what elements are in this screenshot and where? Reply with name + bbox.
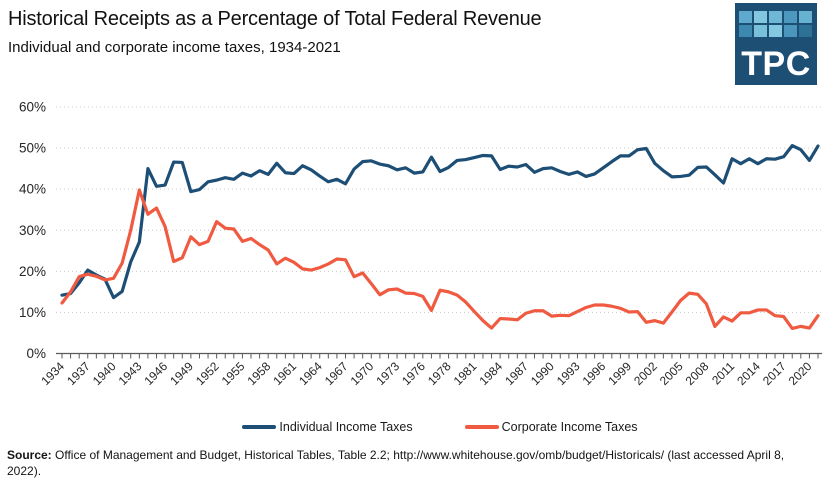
svg-text:1999: 1999 [605, 359, 634, 388]
svg-text:1949: 1949 [167, 359, 196, 388]
svg-text:1952: 1952 [193, 359, 222, 388]
y-axis-tick-label: 40% [19, 182, 46, 197]
svg-text:1996: 1996 [580, 359, 609, 388]
y-axis-tick-label: 20% [19, 264, 46, 279]
logo-square-icon [739, 11, 752, 23]
svg-text:1943: 1943 [116, 359, 145, 388]
logo-square-icon [784, 25, 797, 37]
x-axis-tick-label: 1940 [90, 359, 119, 388]
logo-square-icon [754, 11, 767, 23]
svg-text:2011: 2011 [709, 359, 737, 387]
x-axis-tick-label: 2005 [657, 359, 686, 388]
y-axis-tick-label: 60% [19, 100, 46, 115]
source-text: Office of Management and Budget, Histori… [7, 448, 785, 478]
x-axis-tick-label: 1973 [373, 359, 402, 388]
x-axis-tick-label: 1993 [554, 359, 583, 388]
x-axis-tick-label: 2008 [683, 359, 712, 388]
svg-text:1955: 1955 [219, 359, 248, 388]
x-axis-tick-label: 1943 [116, 359, 145, 388]
x-axis-tick-label: 1946 [141, 359, 170, 388]
svg-text:1967: 1967 [322, 359, 351, 388]
logo-square-icon [769, 25, 782, 37]
x-axis-tick-label: 1987 [502, 359, 531, 388]
logo-square-icon [754, 25, 767, 37]
x-axis-tick-label: 1996 [580, 359, 609, 388]
svg-text:1993: 1993 [554, 359, 583, 388]
x-axis-tick-label: 2017 [760, 359, 789, 388]
logo-square-icon [769, 11, 782, 23]
y-axis-tick-label: 30% [19, 223, 46, 238]
logo-square-icon [799, 25, 812, 37]
x-axis-tick-label: 1970 [348, 359, 377, 388]
svg-text:1946: 1946 [141, 359, 170, 388]
x-axis-tick-label: 2020 [786, 359, 815, 388]
svg-text:1981: 1981 [451, 359, 480, 388]
svg-text:1978: 1978 [425, 359, 454, 388]
x-axis-tick-label: 1976 [399, 359, 428, 388]
x-axis-tick-label: 1958 [245, 359, 274, 388]
x-axis-tick-label: 1937 [64, 359, 93, 388]
x-axis-tick-label: 2011 [709, 359, 737, 387]
x-axis-tick-label: 1978 [425, 359, 454, 388]
x-axis-tick-label: 1981 [451, 359, 480, 388]
y-axis-tick-label: 0% [26, 346, 46, 361]
y-axis-tick-label: 50% [19, 141, 46, 156]
chart-legend: Individual Income Taxes Corporate Income… [57, 420, 823, 434]
svg-text:1934: 1934 [38, 359, 67, 388]
svg-text:1984: 1984 [476, 359, 505, 388]
x-axis-tick-label: 1949 [167, 359, 196, 388]
source-label: Source: [7, 448, 52, 462]
svg-text:2014: 2014 [734, 359, 763, 388]
y-axis-tick-label: 10% [19, 305, 46, 320]
svg-text:2002: 2002 [631, 359, 660, 388]
svg-text:1961: 1961 [270, 359, 299, 388]
svg-text:2020: 2020 [786, 359, 815, 388]
x-axis-tick-label: 1964 [296, 359, 325, 388]
svg-text:1964: 1964 [296, 359, 325, 388]
svg-text:1990: 1990 [528, 359, 557, 388]
legend-item-individual: Individual Income Taxes [242, 420, 413, 434]
svg-text:2017: 2017 [760, 359, 789, 388]
svg-text:2005: 2005 [657, 359, 686, 388]
svg-text:1940: 1940 [90, 359, 119, 388]
legend-label-corporate: Corporate Income Taxes [501, 420, 638, 434]
logo-square-icon [784, 11, 797, 23]
line-chart: 0% 10% 20% 30% 40% 50% 60% 19341937194019431946… [19, 100, 822, 388]
chart-title: Historical Receipts as a Percentage of T… [8, 8, 542, 30]
chart-subtitle: Individual and corporate income taxes, 1… [8, 39, 341, 56]
series-line-corporate [60, 188, 820, 331]
individual-line-swatch-icon [242, 425, 277, 429]
corporate-line-swatch-icon [464, 425, 499, 429]
x-axis-tick-label: 1934 [38, 359, 67, 388]
tpc-logo-squares-icon [739, 11, 812, 37]
x-axis-tick-label: 2002 [631, 359, 660, 388]
source-note: Source: Office of Management and Budget,… [7, 448, 799, 480]
x-axis-tick-label: 1955 [219, 359, 248, 388]
x-axis-tick-label: 1999 [605, 359, 634, 388]
series-line-individual [60, 144, 820, 300]
svg-text:1973: 1973 [373, 359, 402, 388]
svg-text:1937: 1937 [64, 359, 93, 388]
svg-text:1987: 1987 [502, 359, 531, 388]
svg-text:1976: 1976 [399, 359, 428, 388]
chart-area: 0% 10% 20% 30% 40% 50% 60% 1934 1937 1940 1943 1946… [0, 95, 829, 417]
legend-item-corporate: Corporate Income Taxes [464, 420, 638, 434]
x-axis-tick-label: 1961 [270, 359, 299, 388]
logo-square-icon [799, 11, 812, 23]
x-axis-tick-label: 1967 [322, 359, 351, 388]
logo-square-icon [739, 25, 752, 37]
tpc-logo-text: TPC [741, 45, 811, 83]
x-axis-tick-label: 2014 [734, 359, 763, 388]
legend-label-individual: Individual Income Taxes [279, 420, 413, 434]
x-axis-tick-label: 1984 [476, 359, 505, 388]
svg-text:2008: 2008 [683, 359, 712, 388]
tpc-logo: TPC [735, 3, 817, 85]
svg-text:1958: 1958 [245, 359, 274, 388]
svg-text:1970: 1970 [348, 359, 377, 388]
x-axis-tick-label: 1990 [528, 359, 557, 388]
x-axis-tick-label: 1952 [193, 359, 222, 388]
